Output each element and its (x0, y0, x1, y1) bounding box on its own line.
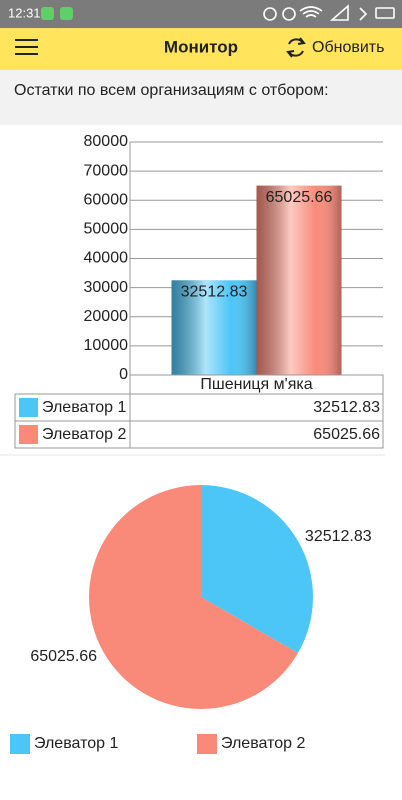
refresh-button[interactable]: Обновить (312, 39, 384, 56)
legend-label: Элеватор 2 (221, 735, 305, 752)
bar-shade (171, 280, 257, 375)
table-series-name: Элеватор 2 (42, 426, 126, 443)
status-icon (41, 7, 54, 20)
y-tick-label: 40000 (84, 250, 129, 267)
y-tick-label: 70000 (84, 162, 129, 179)
y-tick-label: 50000 (84, 221, 129, 238)
app-title: Монитор (164, 37, 238, 56)
y-tick-label: 20000 (84, 308, 129, 325)
table-row (14, 420, 384, 449)
y-tick-label: 0 (119, 366, 128, 383)
app-bar (0, 28, 402, 70)
y-tick-label: 60000 (84, 191, 129, 208)
y-tick-label: 10000 (84, 337, 129, 354)
status-icon (60, 7, 73, 20)
x-tick-label: Пшениця м'яка (200, 376, 312, 393)
pie-label: 32512.83 (305, 528, 372, 545)
pie-label: 65025.66 (30, 648, 97, 665)
header-text: Остатки по всем организациям с отбором: (14, 82, 329, 99)
y-tick-label: 80000 (84, 133, 129, 150)
refresh-icon[interactable] (286, 37, 306, 58)
status-icons (263, 4, 395, 21)
legend-swatch (197, 734, 217, 754)
bar-value-label: 32512.83 (181, 284, 248, 301)
pie-slice (201, 485, 313, 653)
legend-swatch (10, 734, 30, 754)
pie-slice (89, 485, 298, 709)
table-value: 32512.83 (313, 399, 380, 416)
table-value: 65025.66 (313, 426, 380, 443)
status-time: 12:31 (8, 5, 41, 20)
menu-button[interactable] (15, 39, 38, 55)
table-series-name: Элеватор 1 (42, 399, 126, 416)
table-swatch (19, 425, 38, 444)
table-swatch (19, 398, 38, 417)
legend-label: Элеватор 1 (34, 735, 118, 752)
bar-shade (256, 185, 342, 375)
y-tick-label: 30000 (84, 279, 129, 296)
header-panel (0, 70, 402, 125)
bar-value-label: 65025.66 (266, 189, 333, 206)
